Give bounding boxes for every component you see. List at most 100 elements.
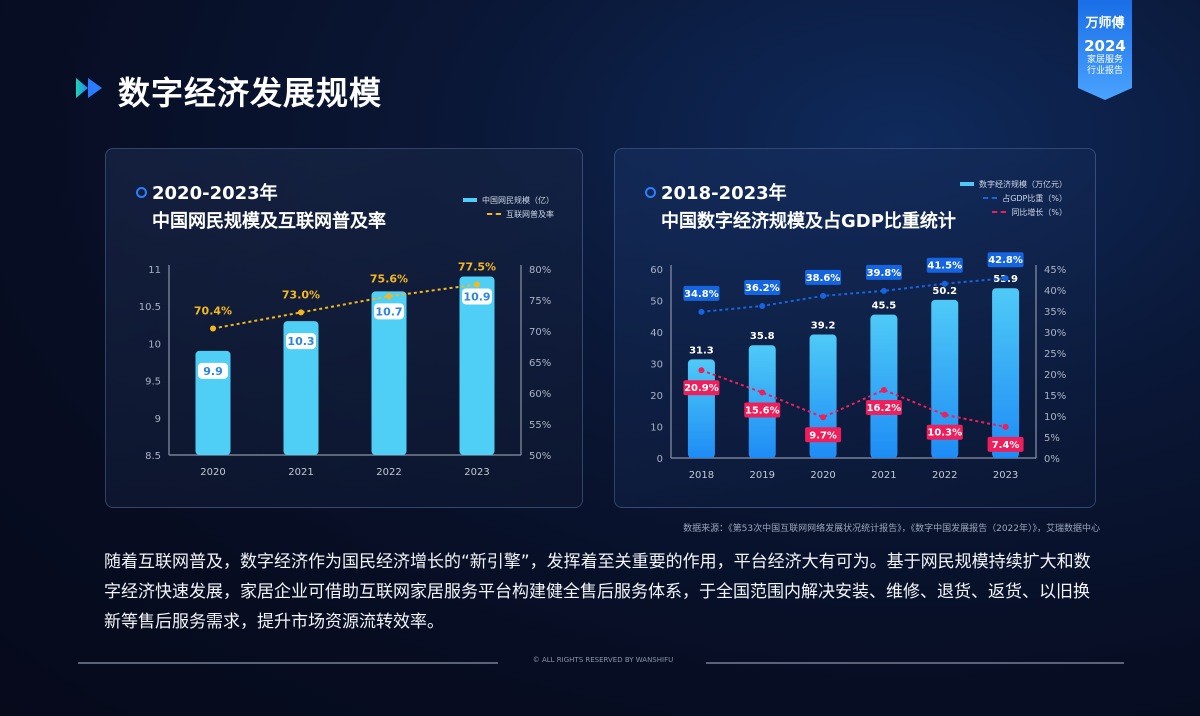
body-paragraph: 随着互联网普及，数字经济作为国民经济增长的“新引擎”，发挥着至关重要的作用，平台…: [104, 552, 1091, 632]
right-tick-label: 55%: [529, 420, 551, 431]
right-tick-label: 70%: [529, 327, 551, 338]
point-value-label: 39.8%: [867, 268, 902, 279]
left-tick-label: 0: [657, 454, 663, 465]
chart-legend: 中国网民规模（亿） 互联网普及率: [463, 193, 554, 221]
chart-title-year: 2018-2023年: [661, 183, 787, 204]
point-label-box: [987, 436, 1024, 452]
badge-line1: 家居服务: [1086, 55, 1123, 65]
bar: [809, 334, 837, 458]
point-value-label: 75.6%: [370, 272, 408, 285]
point-value-label: 41.5%: [927, 261, 962, 272]
right-tick-label: 0%: [1044, 454, 1060, 465]
point-label-box: [805, 427, 842, 443]
legend-bar-swatch: [960, 182, 974, 186]
x-tick-label: 2023: [464, 467, 489, 478]
point-value-label: 7.4%: [992, 440, 1020, 451]
left-tick-label: 20: [650, 391, 663, 402]
left-tick-label: 60: [650, 265, 663, 276]
bar: [687, 359, 715, 458]
circle-bullet-icon: [136, 186, 147, 198]
chart-title: 2020-2023年 中国网民规模及互联网普及率: [136, 179, 386, 233]
bar-value-label: 10.7: [375, 305, 402, 318]
bar-value-label: 10.9: [463, 290, 490, 303]
legend-line-swatch: [487, 213, 501, 215]
x-tick-label: 2020: [200, 467, 225, 478]
point-value-label: 70.4%: [194, 305, 232, 318]
right-tick-label: 15%: [1044, 391, 1066, 402]
point-value-label: 10.3%: [927, 428, 962, 439]
bar: [748, 345, 776, 458]
point-value-label: 16.2%: [867, 403, 902, 414]
series-point: [759, 302, 766, 309]
left-tick-label: 10.5: [139, 302, 161, 313]
point-label-box: [683, 285, 720, 301]
point-value-label: 73.0%: [282, 288, 320, 301]
legend-item-growth: 同比增长（%）: [960, 205, 1067, 219]
chart-legend: 数字经济规模（万亿元） 占GDP比重（%） 同比增长（%）: [960, 177, 1067, 219]
x-tick-label: 2022: [932, 470, 957, 481]
series-point: [210, 325, 216, 332]
chart-title-text: 中国网民规模及互联网普及率: [152, 211, 386, 232]
bar: [931, 299, 959, 458]
point-value-label: 77.5%: [458, 261, 496, 274]
series-point: [386, 293, 392, 300]
right-tick-label: 20%: [1044, 370, 1066, 381]
play-arrows-icon: [76, 78, 102, 98]
report-badge: 万师傅 2024 家居服务 行业报告: [1078, 0, 1132, 100]
series-line: [212, 283, 478, 330]
chart-title-year: 2020-2023年: [152, 183, 278, 204]
copyright: © ALL RIGHTS RESERVED BY WANSHIFU: [532, 656, 674, 664]
point-label-box: [744, 279, 781, 295]
point-value-label: 38.6%: [806, 273, 841, 284]
right-tick-label: 35%: [1044, 307, 1066, 318]
point-label-box: [926, 424, 963, 440]
bar: [371, 291, 407, 455]
bar-value-label: 50.2: [932, 286, 957, 297]
point-label-box: [683, 380, 720, 396]
bar: [992, 288, 1020, 458]
series-point: [820, 292, 827, 299]
right-tick-label: 75%: [529, 296, 551, 307]
brand-logo: 万师傅: [1085, 16, 1125, 31]
point-value-label: 9.7%: [809, 430, 837, 441]
series-line: [701, 369, 1006, 428]
series-point: [1002, 275, 1009, 282]
point-label-box: [987, 252, 1024, 268]
point-value-label: 34.8%: [684, 289, 719, 300]
legend-bar-swatch: [463, 198, 477, 202]
series-point: [820, 414, 827, 421]
right-tick-label: 65%: [529, 358, 551, 369]
left-tick-label: 9: [155, 414, 161, 425]
chart-netizens: 8.5 9 9.5 10 10.5 11 50% 55% 60% 65% 70% 75% 80% 2020…: [139, 261, 552, 479]
right-tick-label: 60%: [529, 389, 551, 400]
point-value-label: 15.6%: [745, 405, 780, 416]
bar-value-label: 10.3: [287, 335, 314, 348]
legend-label: 互联网普及率: [506, 209, 554, 219]
point-label-box: [926, 257, 963, 273]
legend-line-swatch: [992, 211, 1007, 213]
left-tick-label: 50: [650, 297, 663, 308]
series-point: [1002, 423, 1009, 430]
right-tick-label: 50%: [529, 451, 551, 462]
badge-year: 2024: [1084, 37, 1126, 55]
series-point: [698, 367, 705, 374]
series-point: [298, 309, 304, 316]
series-point: [880, 287, 887, 294]
left-tick-label: 40: [650, 328, 663, 339]
left-tick-label: 10: [148, 339, 161, 350]
legend-item-bar: 数字经济规模（万亿元）: [960, 177, 1067, 191]
circle-bullet-icon: [645, 186, 656, 198]
left-tick-label: 11: [148, 265, 161, 276]
series-point: [941, 280, 948, 287]
bar: [870, 314, 898, 458]
left-tick-label: 10: [650, 423, 663, 434]
bar-value-label: 45.5: [872, 301, 897, 312]
right-tick-label: 5%: [1044, 433, 1060, 444]
right-tick-label: 45%: [1044, 265, 1066, 276]
point-label-box: [805, 269, 842, 285]
point-label-box: [744, 402, 781, 418]
x-tick-label: 2023: [993, 470, 1018, 481]
page-title: 数字经济发展规模: [118, 74, 383, 112]
legend-line-swatch: [983, 197, 998, 199]
bar-value-label: 39.2: [811, 321, 836, 332]
